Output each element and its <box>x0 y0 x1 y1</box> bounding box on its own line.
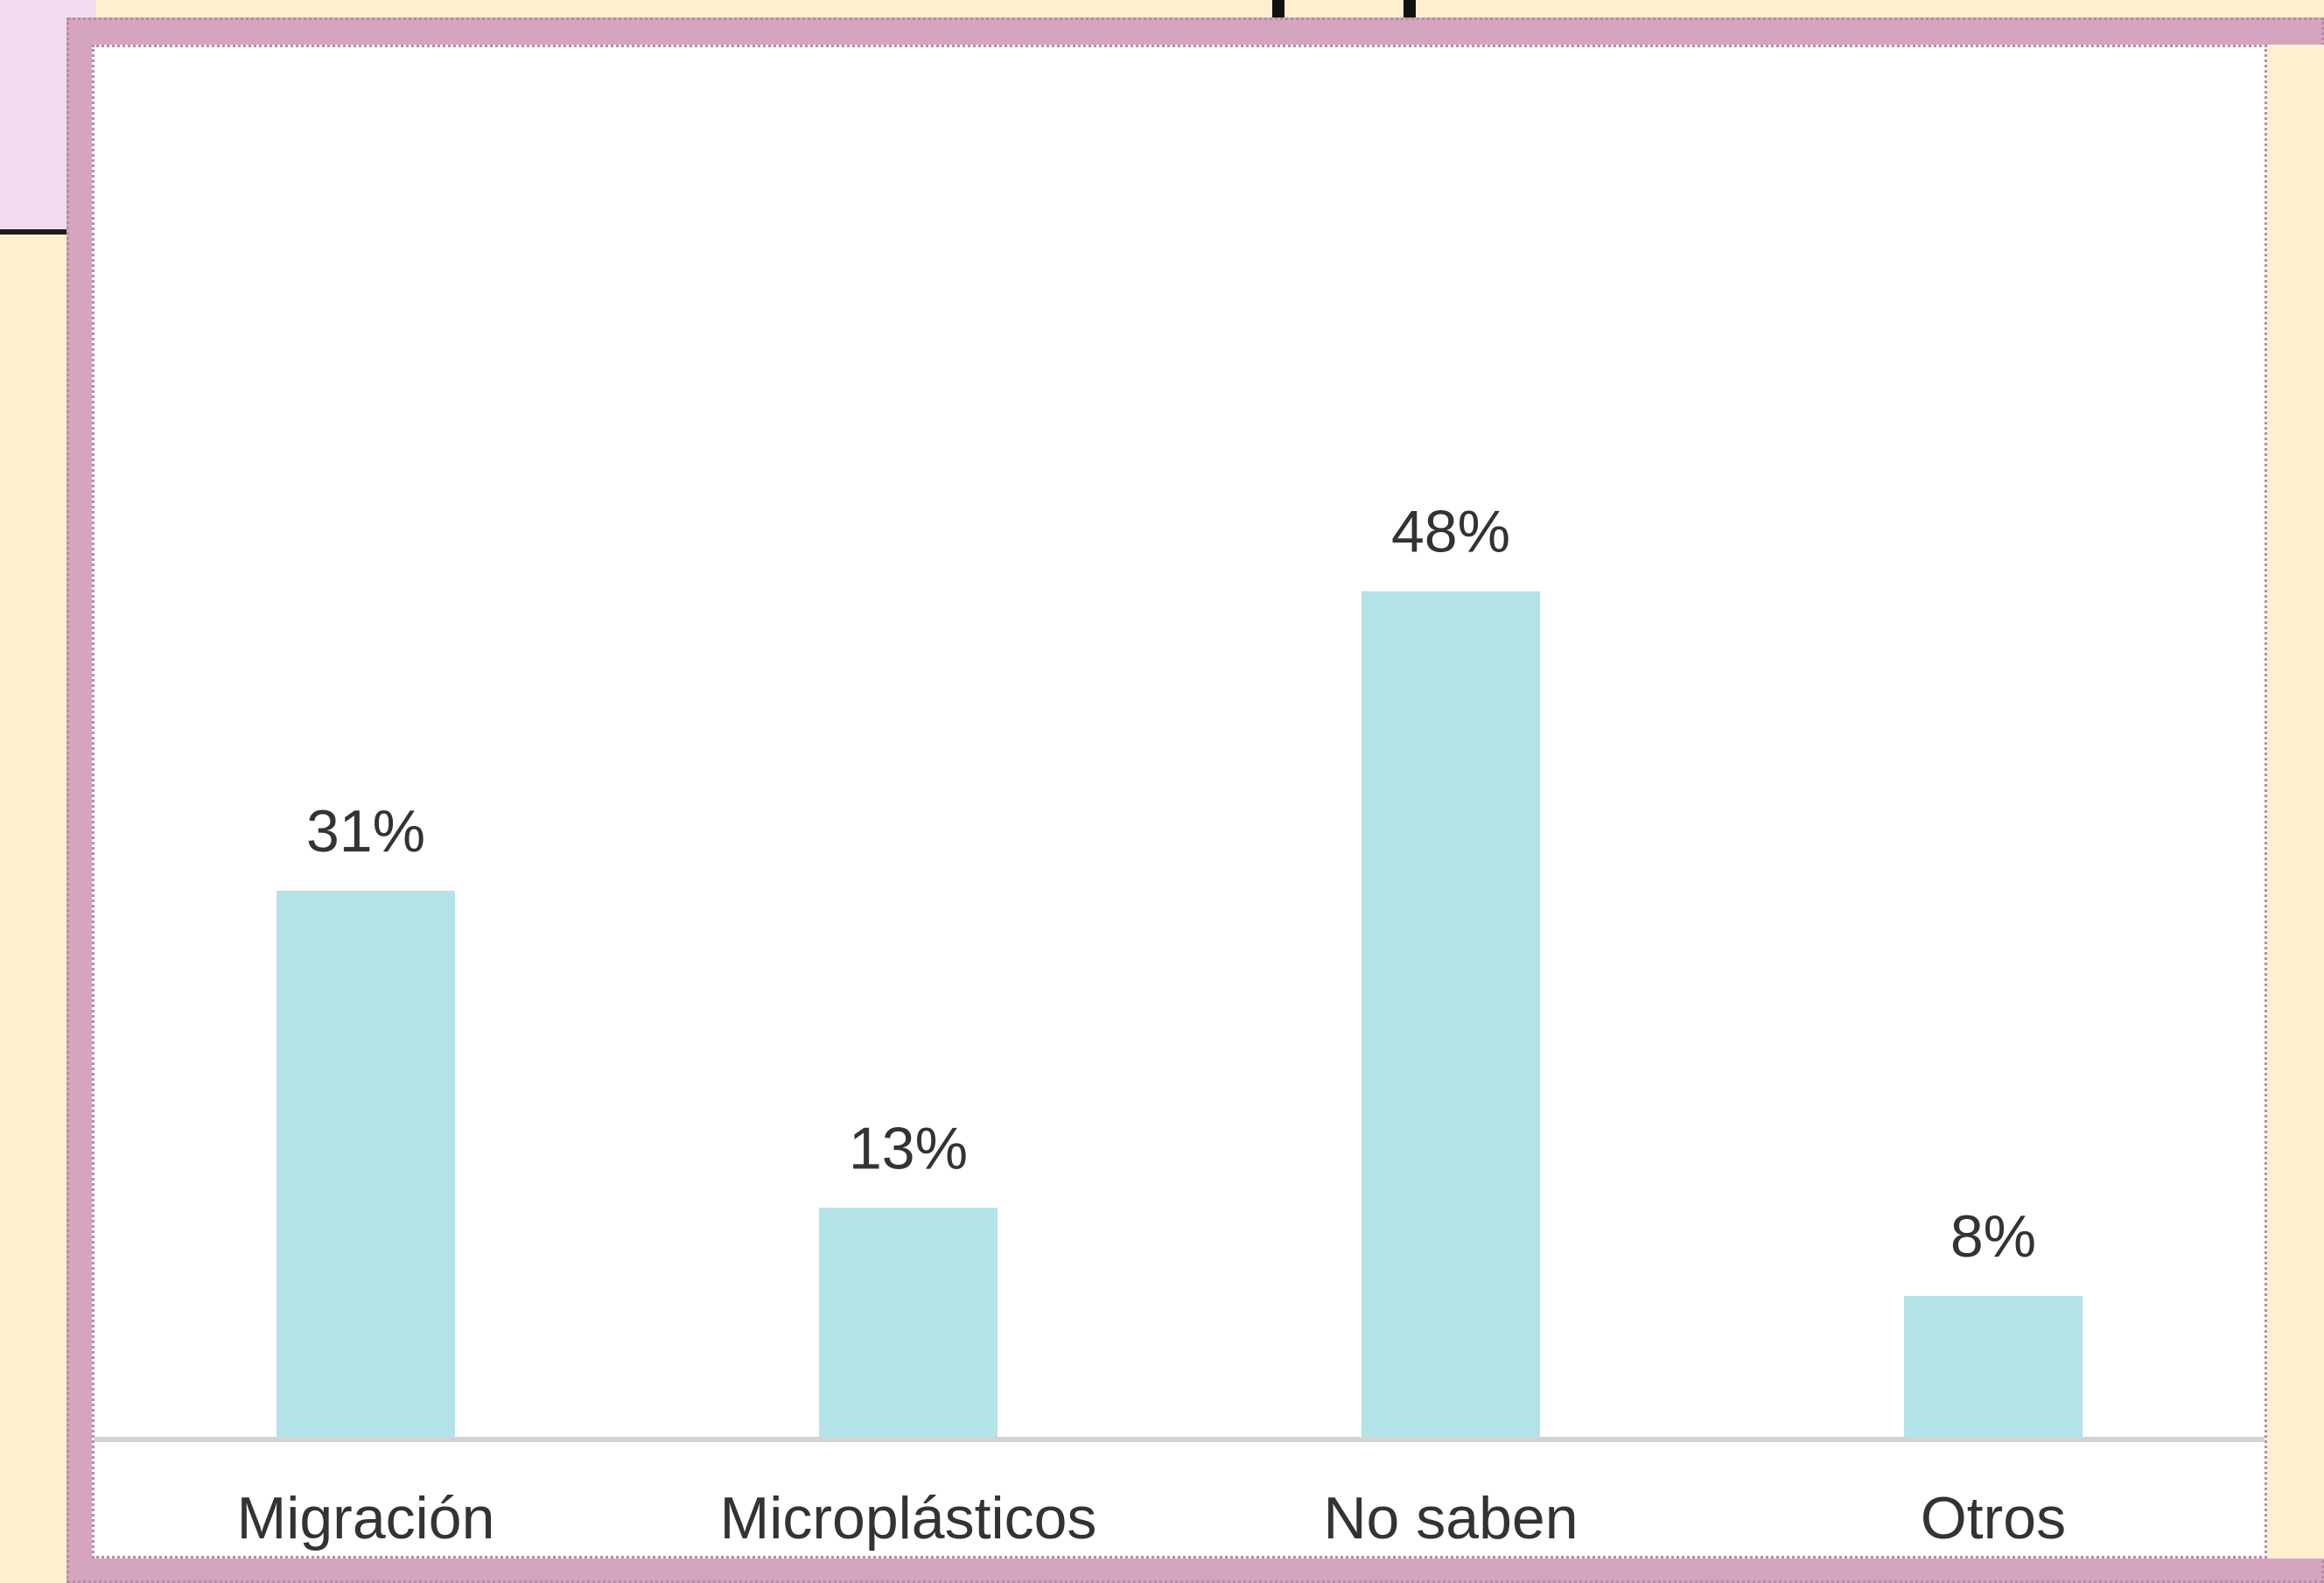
bar-1 <box>276 890 455 1437</box>
slide-decoration-right <box>1404 0 1416 18</box>
value-label-4: 8% <box>1950 1203 2036 1270</box>
value-label-2: 13% <box>849 1115 968 1181</box>
slide-decoration-left <box>1272 0 1284 18</box>
bar-3 <box>1362 591 1540 1437</box>
x-tick-label-2: Microplásticos <box>720 1485 1097 1551</box>
chart-panel: 31% 13% 48% 8% Migración Microplásticos No sa… <box>92 45 2267 1558</box>
chart-frame: 31% 13% 48% 8% Migración Microplásticos No sa… <box>66 18 2324 1583</box>
slide-edge-strip <box>2267 45 2324 1558</box>
x-tick-label-group: Migración Microplásticos No saben Otros <box>237 1485 2067 1551</box>
x-tick-label-1: Migración <box>237 1485 495 1551</box>
bar-chart: 31% 13% 48% 8% Migración Microplásticos No sa… <box>94 499 2264 1551</box>
value-label-group: 31% 13% 48% 8% <box>306 499 2036 1270</box>
value-label-1: 31% <box>306 798 425 865</box>
x-tick-label-3: No saben <box>1323 1485 1578 1551</box>
bar-4 <box>1904 1295 2082 1437</box>
value-label-3: 48% <box>1391 499 1510 565</box>
bar-2 <box>819 1208 998 1437</box>
bar-group <box>276 591 2082 1437</box>
x-tick-label-4: Otros <box>1921 1485 2066 1551</box>
